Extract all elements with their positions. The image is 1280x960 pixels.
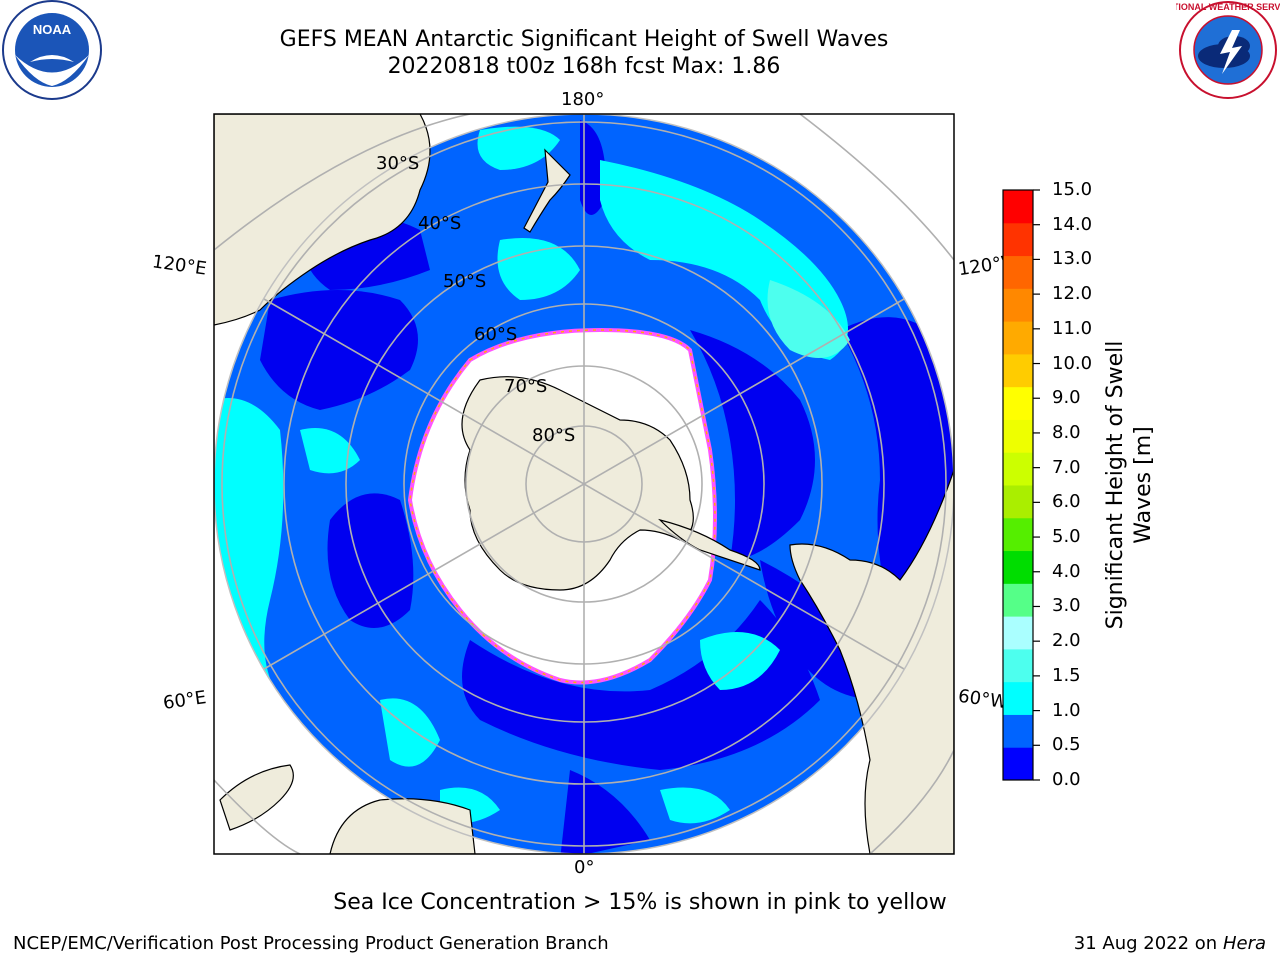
- lat-label-40: 40°S: [418, 213, 462, 234]
- colorbar-swatch: [1003, 353, 1033, 388]
- lat-label-50: 50°S: [443, 271, 487, 292]
- colorbar-swatch: [1003, 288, 1033, 322]
- colorbar-swatch: [1003, 714, 1033, 748]
- colorbar-tick-label: 9.0: [1052, 387, 1081, 409]
- colorbar-swatch: [1003, 190, 1033, 224]
- colorbar-swatch: [1003, 222, 1033, 257]
- colorbar-frame: [1002, 189, 1034, 781]
- colorbar-tick-label: 0.5: [1052, 734, 1081, 756]
- nws-logo: NATIONAL WEATHER SERVICE: [1176, 1, 1280, 99]
- colorbar-swatch: [1003, 386, 1033, 420]
- colorbar-swatch: [1003, 255, 1033, 289]
- colorbar-tick-label: 5.0: [1052, 526, 1081, 548]
- lon-label-180: 180°: [561, 89, 605, 110]
- footer-credit: NCEP/EMC/Verification Post Processing Pr…: [13, 933, 609, 954]
- colorbar-tick-label: 3.0: [1052, 595, 1081, 617]
- colorbar-tick-label: 6.0: [1052, 491, 1081, 513]
- colorbar-tick-label: 11.0: [1052, 317, 1093, 339]
- colorbar-tick-label: 4.0: [1052, 560, 1081, 582]
- colorbar-swatch: [1003, 452, 1033, 486]
- sea-ice-note: Sea Ice Concentration > 15% is shown in …: [333, 890, 947, 915]
- colorbar-swatch: [1003, 747, 1033, 781]
- noaa-logo: NOAA: [2, 0, 102, 100]
- lat-label-30: 30°S: [376, 153, 420, 174]
- chart-subtitle: 20220818 t00z 168h fcst Max: 1.86: [387, 54, 781, 79]
- land: [214, 114, 954, 854]
- footer-date-text: 31 Aug 2022 on: [1073, 933, 1218, 954]
- colorbar-swatch: [1003, 517, 1033, 552]
- map-frame: [213, 113, 955, 855]
- nws-logo-text: NATIONAL WEATHER SERVICE: [1176, 2, 1280, 12]
- colorbar-tick-label: 1.5: [1052, 664, 1081, 686]
- colorbar-tick-label: 12.0: [1052, 283, 1093, 305]
- colorbar-swatch: [1003, 616, 1033, 650]
- lon-label-0: 0°: [574, 857, 595, 878]
- chart-title: GEFS MEAN Antarctic Significant Height o…: [279, 27, 889, 52]
- colorbar-swatch: [1003, 485, 1033, 519]
- colorbar-swatch: [1003, 583, 1033, 617]
- noaa-logo-text: NOAA: [33, 22, 72, 37]
- colorbar-swatch: [1003, 419, 1033, 453]
- colorbar-tick-label: 8.0: [1052, 421, 1081, 443]
- footer-host: Hera: [1222, 933, 1266, 954]
- footer-date: 31 Aug 2022 on Hera: [1074, 933, 1266, 954]
- lat-label-60: 60°S: [474, 324, 518, 345]
- colorbar-label: Significant Height of Swell Waves [m]: [1102, 341, 1158, 630]
- colorbar-tick-label: 2.0: [1052, 630, 1081, 652]
- colorbar-swatch: [1003, 681, 1033, 715]
- graticule: [221, 114, 947, 854]
- colorbar-label-line1: Significant Height of Swell: [1103, 340, 1128, 630]
- colorbar-tick-label: 1.0: [1052, 699, 1081, 721]
- colorbar-tick-label: 13.0: [1052, 248, 1093, 270]
- colorbar-swatch: [1003, 550, 1033, 584]
- colorbar-tick-label: 15.0: [1052, 179, 1093, 200]
- colorbar-label-line2: Waves [m]: [1131, 426, 1156, 544]
- colorbar-swatch: [1003, 321, 1033, 355]
- lat-label-70: 70°S: [504, 376, 548, 397]
- colorbar-tick-label: 7.0: [1052, 456, 1081, 478]
- colorbar-tick-label: 10.0: [1052, 352, 1093, 374]
- colorbar-tick-label: 14.0: [1052, 213, 1093, 235]
- colorbar-tick-label: 0.0: [1052, 769, 1081, 790]
- lat-label-80: 80°S: [532, 425, 576, 446]
- colorbar-swatch: [1003, 648, 1033, 683]
